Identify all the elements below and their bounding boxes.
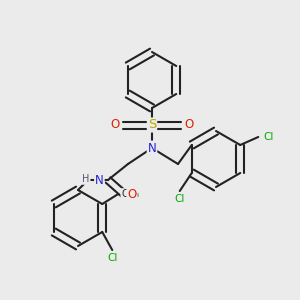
Text: N: N [148, 142, 156, 154]
Text: S: S [148, 118, 156, 131]
Text: N: N [95, 173, 104, 187]
Text: O: O [184, 118, 194, 131]
Text: O: O [110, 118, 120, 131]
Text: CH₃: CH₃ [121, 189, 140, 199]
Text: H: H [82, 174, 90, 184]
Text: O: O [128, 188, 136, 202]
Text: Cl: Cl [263, 132, 274, 142]
Text: Cl: Cl [175, 194, 185, 204]
Text: Cl: Cl [107, 253, 117, 263]
